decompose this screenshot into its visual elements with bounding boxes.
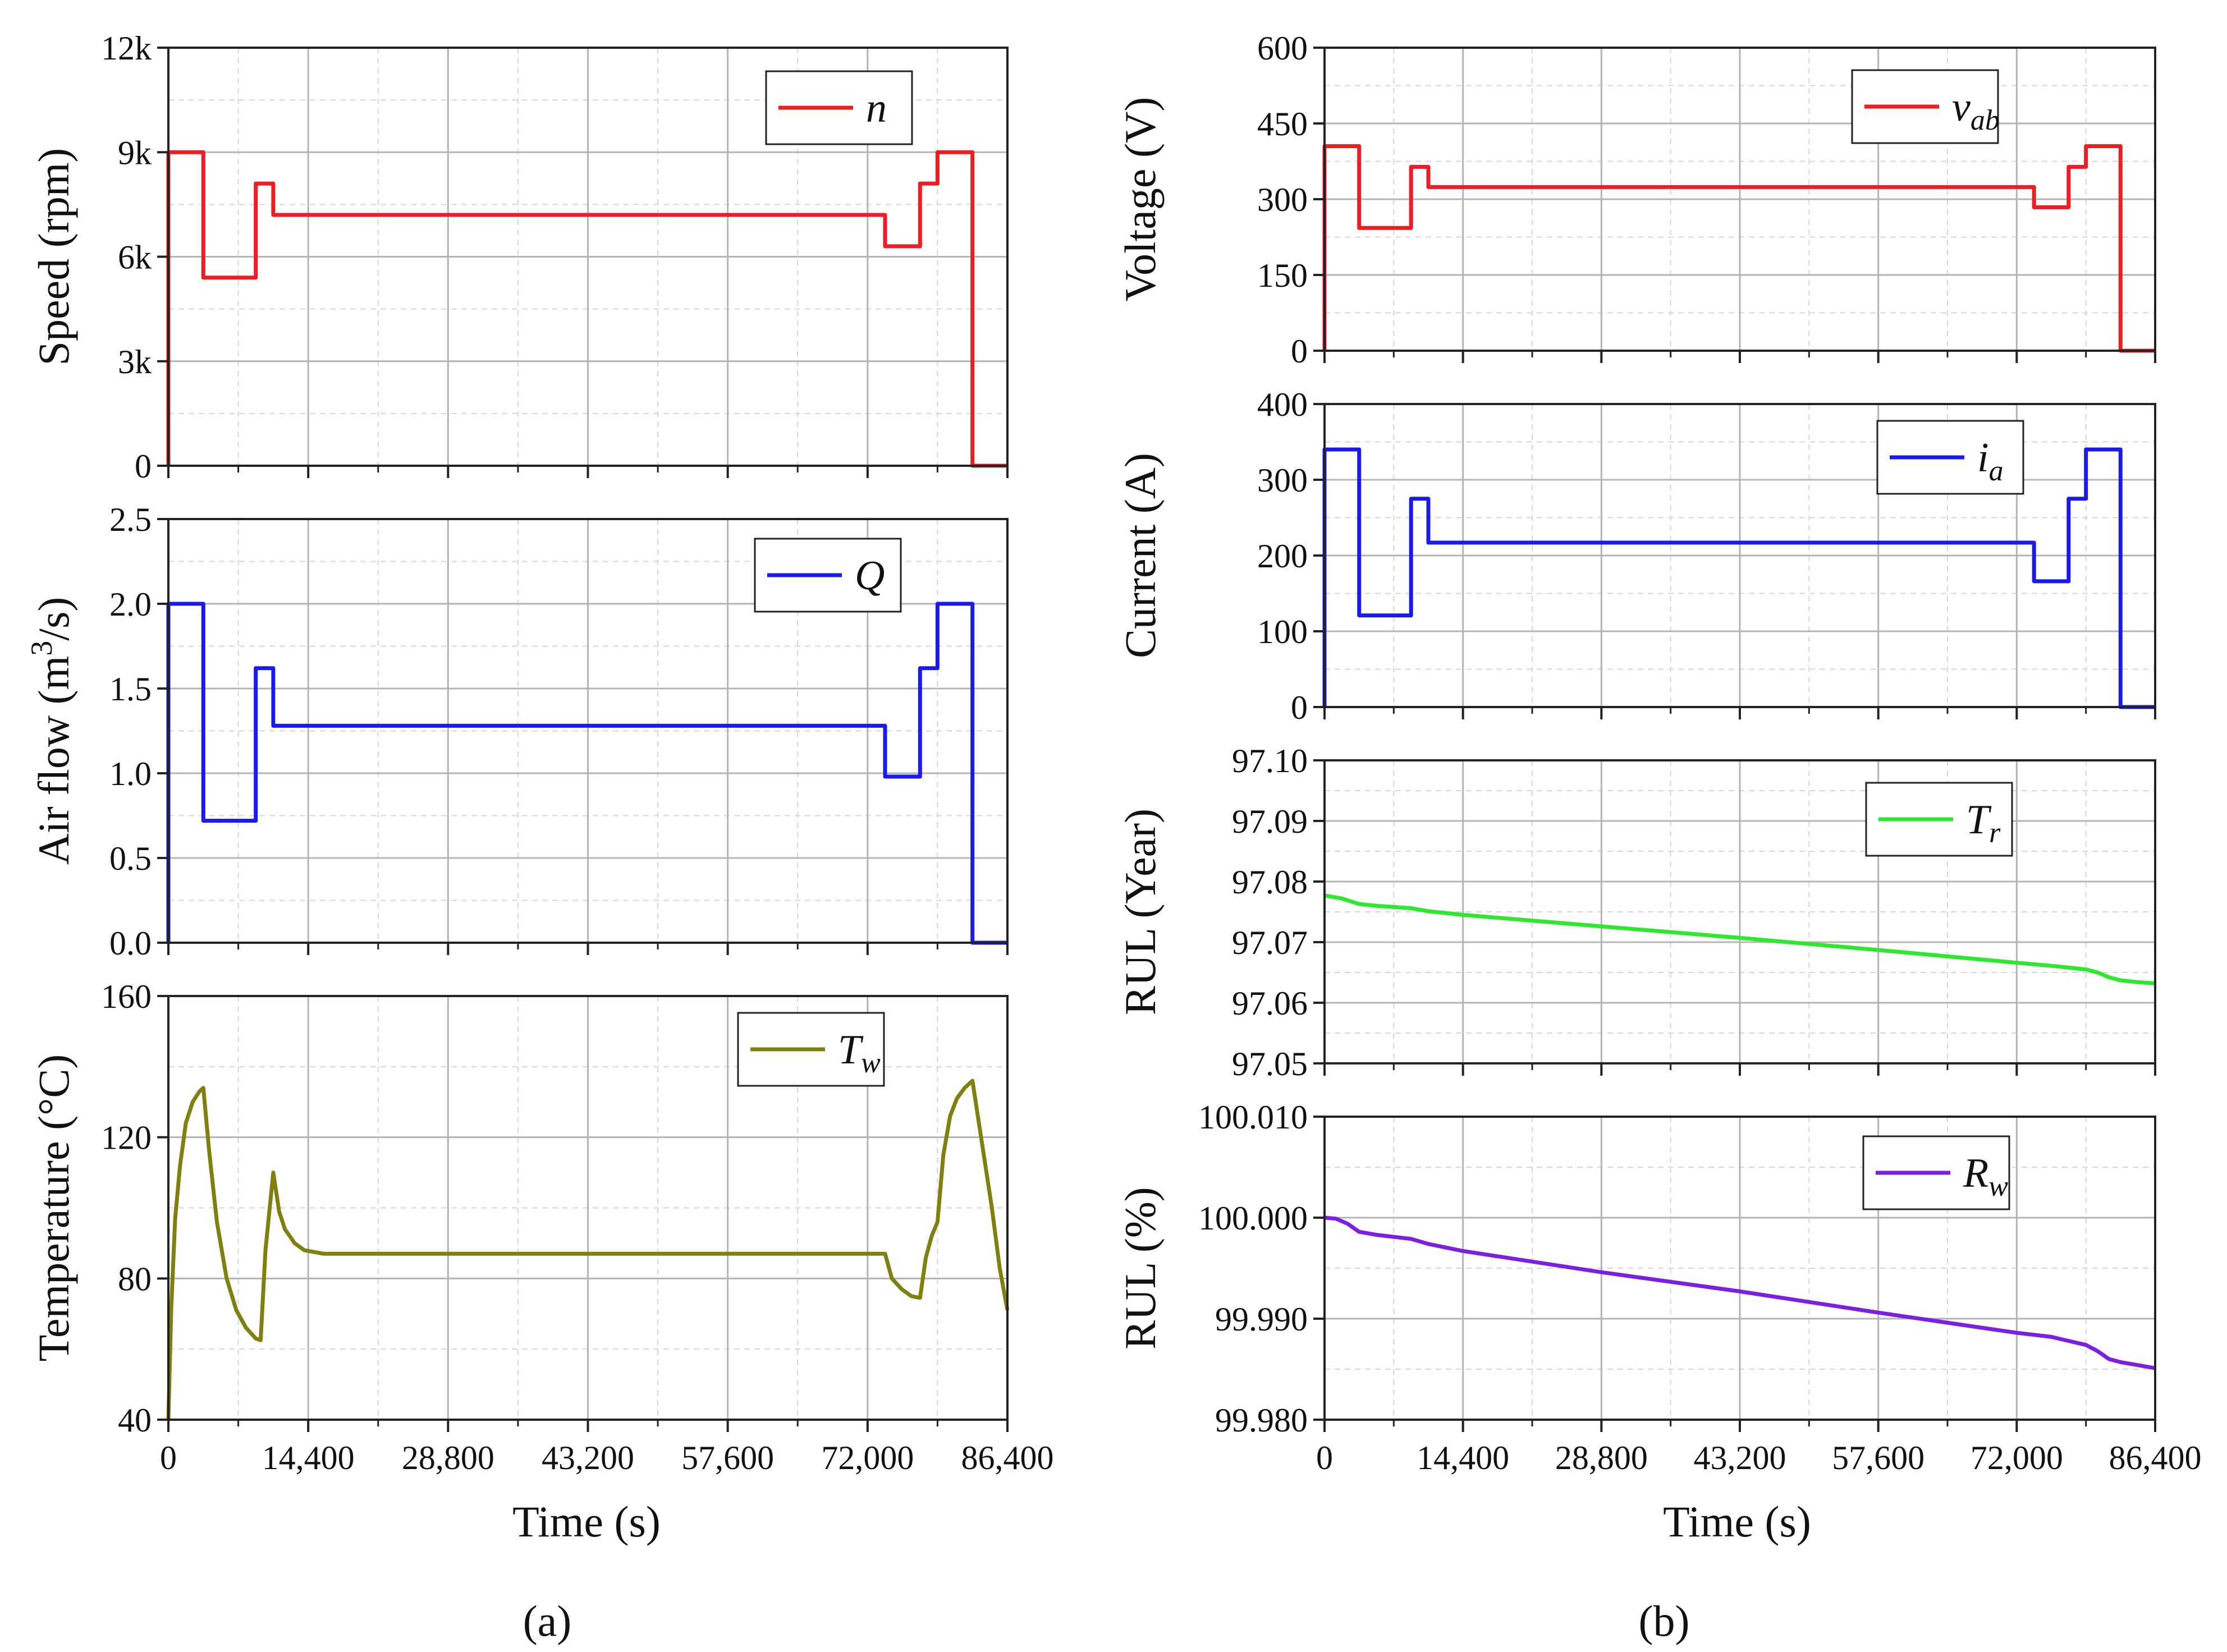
y-tick-label: 97.10	[1232, 742, 1308, 779]
y-tick-label: 80	[118, 1260, 152, 1297]
legend-label: Q	[855, 553, 885, 599]
y-tick-label: 9k	[118, 134, 152, 171]
y-tick-label: 1.5	[109, 671, 152, 708]
y-tick-label: 300	[1257, 462, 1308, 499]
y-axis-title: Speed (rpm)	[29, 148, 78, 366]
x-tick-label: 57,600	[681, 1439, 774, 1476]
x-axis-title-b: Time (s)	[1663, 1497, 1811, 1546]
y-tick-label: 600	[1257, 30, 1308, 67]
y-tick-label: 12k	[101, 30, 152, 67]
y-axis-title: Voltage (V)	[1116, 97, 1165, 302]
series-line-vab	[1322, 144, 2155, 353]
series-line-n	[166, 150, 1007, 468]
series-layer	[166, 144, 2156, 1420]
y-tick-label: 2.0	[109, 586, 152, 623]
y-axis-title: RUL (%)	[1116, 1187, 1165, 1350]
y-tick-label: 150	[1257, 257, 1308, 294]
x-tick-label: 57,600	[1832, 1439, 1924, 1476]
y-tick-label: 200	[1257, 538, 1308, 575]
panel-label-a: (a)	[523, 1596, 572, 1645]
y-tick-label: 2.5	[109, 501, 152, 538]
series-line-ia	[1322, 447, 2155, 709]
x-tick-label: 0	[160, 1439, 177, 1476]
y-tick-label: 99.990	[1215, 1301, 1308, 1338]
legend-label: Tr	[1966, 797, 2001, 849]
y-tick-label: 97.06	[1232, 985, 1308, 1022]
y-tick-label: 6k	[118, 239, 152, 276]
y-tick-label: 0	[1291, 689, 1308, 726]
legend-subscript: w	[1988, 1171, 2008, 1203]
x-tick-label: 43,200	[542, 1439, 634, 1476]
y-tick-label: 1.0	[109, 755, 152, 792]
panel-label-b: (b)	[1639, 1596, 1690, 1645]
legend-subscript: ab	[1971, 104, 2000, 136]
y-tick-label: 160	[101, 978, 152, 1015]
y-axis-title: Air flow (m3/s)	[25, 597, 78, 865]
x-tick-label: 14,400	[262, 1439, 355, 1476]
y-tick-label: 100	[1257, 613, 1308, 650]
grid-layer	[168, 48, 2155, 1420]
x-tick-label: 72,000	[1971, 1439, 2063, 1476]
x-tick-label: 43,200	[1694, 1439, 1786, 1476]
y-tick-label: 3k	[118, 343, 152, 380]
x-tick-label: 14,400	[1417, 1439, 1509, 1476]
y-axis-title: Temperature (°C)	[29, 1054, 78, 1362]
y-tick-label: 400	[1257, 386, 1308, 423]
series-line-Tw	[166, 1079, 1010, 1420]
y-tick-label: 450	[1257, 105, 1308, 143]
legend-subscript: r	[1989, 817, 2001, 849]
legend-label: n	[866, 85, 887, 131]
x-tick-label: 86,400	[2109, 1439, 2202, 1476]
x-tick-label: 0	[1316, 1439, 1333, 1476]
text-layer: 0 3k 6k 9k 12k Speed (rpm) 0.0 0.5 1.0 1.5 2.0 2.5 A…	[25, 30, 2202, 1476]
y-tick-label: 100.010	[1198, 1099, 1308, 1136]
y-axis-title: Current (A)	[1116, 453, 1165, 658]
y-tick-label: 0	[1291, 333, 1308, 370]
y-tick-label: 40	[118, 1402, 152, 1439]
y-tick-label: 99.980	[1215, 1402, 1308, 1439]
series-line-Rw	[1324, 1215, 2156, 1370]
x-tick-label: 28,800	[402, 1439, 494, 1476]
y-tick-label: 97.09	[1232, 803, 1308, 840]
legend-label: Rw	[1963, 1150, 2008, 1203]
series-line-Q	[166, 602, 1007, 945]
x-tick-label: 72,000	[821, 1439, 914, 1476]
x-tick-label: 86,400	[961, 1439, 1054, 1476]
y-axis-title: RUL (Year)	[1116, 809, 1165, 1015]
unit-superscript: 3	[25, 641, 58, 656]
y-tick-label: 300	[1257, 181, 1308, 218]
y-tick-label: 0.0	[109, 925, 152, 962]
y-tick-label: 0	[135, 448, 152, 485]
y-tick-label: 120	[101, 1119, 152, 1157]
y-tick-label: 97.05	[1232, 1045, 1308, 1082]
legend-subscript: w	[861, 1047, 881, 1079]
x-tick-label: 28,800	[1555, 1439, 1648, 1476]
frame-layer	[157, 47, 2156, 1432]
series-line-Tr	[1324, 893, 2156, 985]
y-tick-label: 97.08	[1232, 864, 1308, 901]
y-tick-label: 0.5	[109, 840, 152, 877]
x-axis-title-a: Time (s)	[512, 1497, 661, 1546]
legend-subscript: a	[1989, 455, 2004, 487]
y-tick-label: 97.07	[1232, 924, 1308, 961]
y-tick-label: 100.000	[1198, 1200, 1308, 1237]
